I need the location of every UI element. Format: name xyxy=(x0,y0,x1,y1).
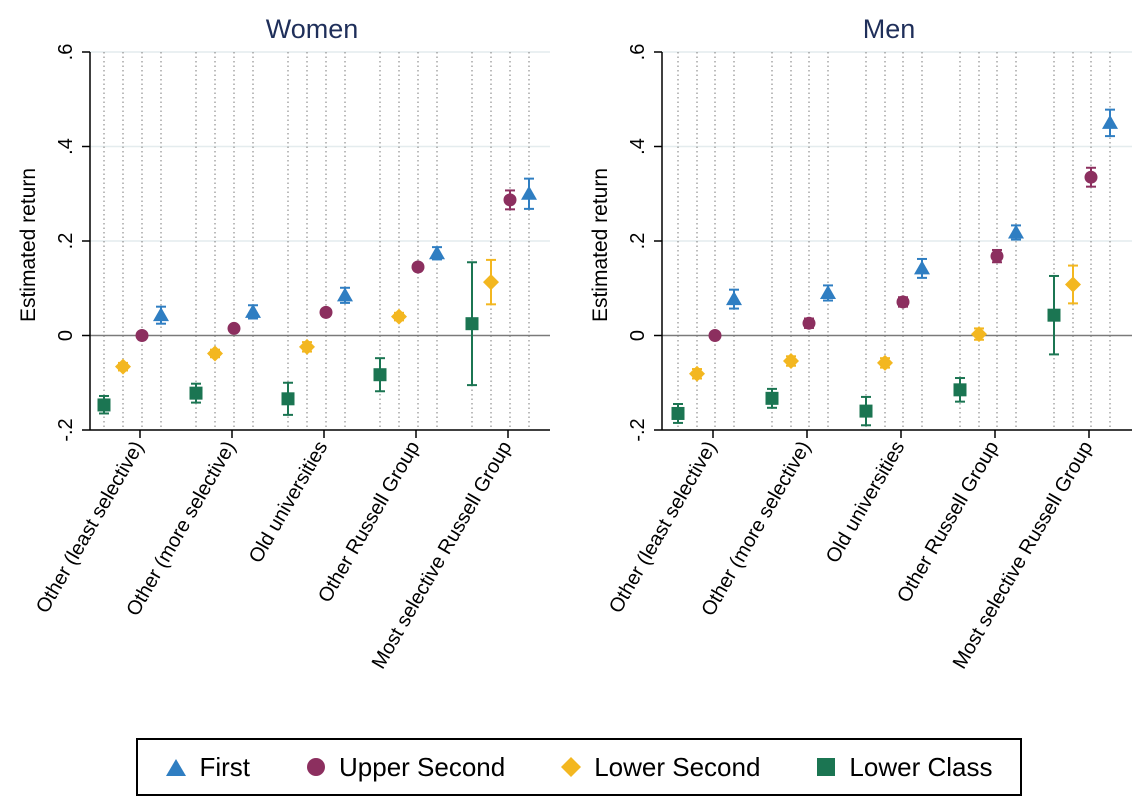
data-point xyxy=(227,321,241,335)
series-upper-second xyxy=(135,189,517,342)
data-point xyxy=(281,392,295,406)
y-axis-label: Estimated return xyxy=(17,168,40,322)
x-tick-label: Other Russell Group xyxy=(893,438,1003,607)
legend-item-first: First xyxy=(165,752,250,783)
data-point xyxy=(521,185,537,200)
data-point xyxy=(1008,224,1024,239)
legend: First Upper Second Lower Second Lower Cl… xyxy=(136,738,1022,796)
data-point xyxy=(802,316,816,330)
x-tick-label: Other (more selective) xyxy=(697,438,815,620)
data-point xyxy=(411,260,425,274)
data-point xyxy=(671,406,685,420)
y-tick-label: .4 xyxy=(55,138,77,155)
data-point xyxy=(153,307,169,322)
chart-panel-men: Men -.2 0 .2 .4 .6 Estimated return Other (leas… xyxy=(589,14,1132,673)
data-point xyxy=(189,386,203,400)
x-tick-label: Other Russell Group xyxy=(314,438,424,607)
panel-title: Women xyxy=(266,14,359,44)
data-point xyxy=(1065,276,1081,293)
data-point xyxy=(877,354,893,371)
series-first xyxy=(153,177,537,325)
legend-item-lower-class: Lower Class xyxy=(815,752,992,783)
square-marker-icon xyxy=(817,758,836,776)
legend-label-lower-second: Lower Second xyxy=(594,751,761,782)
y-tick-label: 0 xyxy=(627,330,649,341)
legend-item-lower-second: Lower Second xyxy=(560,752,760,783)
chart-panel-women: Women -.2 0 .2 .4 .6 Estimated return Other (le… xyxy=(17,14,550,673)
data-point xyxy=(896,295,910,309)
data-point xyxy=(245,303,261,318)
circle-marker-icon xyxy=(307,758,325,776)
series-lower-second xyxy=(689,264,1081,382)
y-axis-label: Estimated return xyxy=(589,168,612,322)
data-point xyxy=(319,305,333,319)
data-point xyxy=(914,260,930,275)
y-tick-label: .2 xyxy=(627,233,649,250)
legend-label-upper-second: Upper Second xyxy=(339,751,506,782)
legend-label-lower-class: Lower Class xyxy=(849,751,993,782)
x-tick-label: Other (least selective) xyxy=(605,438,721,617)
data-point xyxy=(503,193,517,207)
data-point xyxy=(1084,170,1098,184)
x-tick-label: Other (least selective) xyxy=(32,438,148,617)
data-point xyxy=(953,383,967,397)
y-tick-label: -.2 xyxy=(627,418,649,441)
y-tick-label: .2 xyxy=(55,233,77,250)
data-point xyxy=(708,329,722,342)
triangle-marker-icon xyxy=(166,759,187,776)
data-point xyxy=(391,308,407,325)
legend-item-upper-second: Upper Second xyxy=(305,752,505,783)
x-tick-label: Old universities xyxy=(822,438,909,567)
data-point xyxy=(97,398,111,412)
y-tick-label: .4 xyxy=(627,138,649,155)
y-tick-label: .6 xyxy=(55,44,77,61)
y-tick-label: 0 xyxy=(55,330,77,341)
data-point xyxy=(483,274,499,291)
data-point xyxy=(689,365,705,382)
data-point xyxy=(726,291,742,306)
panel-title: Men xyxy=(863,14,916,44)
data-point xyxy=(299,338,315,355)
data-point xyxy=(1047,308,1061,322)
series-first xyxy=(726,108,1118,310)
data-point xyxy=(207,345,223,362)
series-lower-second xyxy=(115,258,499,375)
series-lower-class xyxy=(671,274,1061,427)
data-point xyxy=(337,287,353,302)
data-point xyxy=(971,326,987,343)
diamond-marker-icon xyxy=(561,757,582,777)
data-point xyxy=(765,391,779,405)
data-point xyxy=(859,404,873,418)
data-point xyxy=(990,249,1004,263)
data-point xyxy=(115,358,131,375)
series-lower-class xyxy=(97,261,479,416)
y-tick-label: -.2 xyxy=(55,418,77,441)
y-tick-label: .6 xyxy=(627,44,649,61)
x-tick-label: Other (more selective) xyxy=(122,438,240,620)
data-point xyxy=(1102,114,1118,129)
data-point xyxy=(465,317,479,331)
data-point xyxy=(135,329,149,342)
data-point xyxy=(373,368,387,382)
x-tick-label: Old universities xyxy=(245,438,332,567)
data-point xyxy=(783,353,799,370)
data-point xyxy=(429,245,445,260)
data-point xyxy=(820,284,836,299)
chart-canvas: Women -.2 0 .2 .4 .6 Estimated return Other (le… xyxy=(17,14,1132,673)
legend-label-first: First xyxy=(199,751,251,782)
series-upper-second xyxy=(708,166,1098,342)
